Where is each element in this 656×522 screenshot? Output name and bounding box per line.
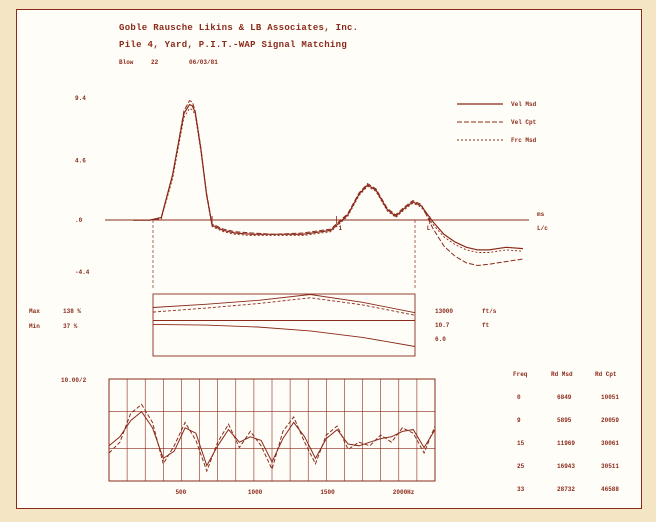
table-cell-2-1: 11969 bbox=[557, 440, 575, 447]
table-cell-2-0: 15 bbox=[517, 440, 525, 447]
right-axis-label-0: ms bbox=[537, 211, 545, 218]
right-value-2: 6.0 bbox=[435, 336, 446, 343]
table-cell-1-1: 5895 bbox=[557, 417, 572, 424]
header-company: Goble Rausche Likins & LB Associates, In… bbox=[119, 23, 358, 33]
y-tick-label-0: 9.4 bbox=[75, 95, 86, 102]
table-cell-1-2: 20059 bbox=[601, 417, 619, 424]
bottom-series-0 bbox=[108, 410, 436, 467]
series-line-0 bbox=[133, 103, 524, 251]
table-cell-2-2: 30061 bbox=[601, 440, 619, 447]
bottom-x-tick-2: 1500 bbox=[320, 489, 335, 496]
table-cell-4-1: 28732 bbox=[557, 486, 575, 493]
header-date: 06/03/81 bbox=[189, 59, 218, 66]
baseline-marker-1: L bbox=[427, 225, 431, 232]
right-unit-0: ft/s bbox=[482, 308, 497, 315]
y-tick-label-3: -4.4 bbox=[75, 269, 90, 276]
table-header-0: Freq bbox=[513, 371, 528, 378]
header-project: Pile 4, Yard, P.I.T.-WAP Signal Matching bbox=[119, 40, 347, 50]
right-unit-1: ft bbox=[482, 322, 490, 329]
right-value-0: 13000 bbox=[435, 308, 453, 315]
left-label-value-1: 37 % bbox=[63, 323, 78, 330]
table-cell-0-2: 10051 bbox=[601, 394, 619, 401]
middle-series-3 bbox=[152, 323, 416, 347]
middle-series-1 bbox=[152, 297, 416, 316]
baseline-marker-0: 1 bbox=[338, 225, 342, 232]
bottom-series-1 bbox=[108, 403, 436, 473]
table-cell-3-1: 16943 bbox=[557, 463, 575, 470]
table-header-1: Rd Msd bbox=[551, 371, 573, 378]
table-cell-4-2: 46588 bbox=[601, 486, 619, 493]
header-blow-number: 22 bbox=[151, 59, 159, 66]
left-label-name-1: Min bbox=[29, 323, 40, 330]
header-blow-label: Blow bbox=[119, 59, 134, 66]
middle-series-0 bbox=[152, 294, 416, 314]
bottom-x-tick-3: 2000Hz bbox=[393, 489, 415, 496]
legend-label-0: Vel Msd bbox=[511, 101, 537, 108]
table-cell-3-2: 30511 bbox=[601, 463, 619, 470]
y-tick-label-1: 4.6 bbox=[75, 157, 86, 164]
table-cell-0-0: 0 bbox=[517, 394, 521, 401]
right-axis-label-1: L/c bbox=[537, 225, 548, 232]
table-header-2: Rd Cpt bbox=[595, 371, 617, 378]
bottom-x-tick-1: 1000 bbox=[248, 489, 263, 496]
frequency-table: Freq Rd Msd Rd Cpt 0 6849 10051 9 5895 20059 15 11… bbox=[513, 371, 619, 493]
table-cell-3-0: 25 bbox=[517, 463, 525, 470]
legend-label-2: Frc Msd bbox=[511, 137, 537, 144]
right-value-1: 10.7 bbox=[435, 322, 450, 329]
table-cell-4-0: 33 bbox=[517, 486, 525, 493]
top-chart: 9.4 4.6 .0 -4.4 ms L/c 1 L Vel Msd Vel Cpt Frc Msd bbox=[75, 95, 548, 290]
series-line-2 bbox=[133, 107, 524, 253]
middle-frame bbox=[152, 293, 416, 357]
series-line-1 bbox=[133, 99, 524, 267]
table-cell-1-0: 9 bbox=[517, 417, 521, 424]
middle-chart: Max 138 % Min 37 % 13000 ft/s 10.7 ft 6.0 bbox=[29, 293, 497, 357]
legend-label-1: Vel Cpt bbox=[511, 119, 537, 126]
bottom-y-label: 10.00/2 bbox=[61, 377, 87, 384]
printout-sheet: Goble Rausche Likins & LB Associates, In… bbox=[16, 9, 642, 509]
y-tick-label-2: .0 bbox=[75, 217, 83, 224]
left-label-value-0: 138 % bbox=[63, 308, 81, 315]
signal-matching-figure: Goble Rausche Likins & LB Associates, In… bbox=[29, 23, 619, 496]
bottom-x-tick-0: 500 bbox=[175, 489, 186, 496]
table-cell-0-1: 6849 bbox=[557, 394, 572, 401]
bottom-chart: 10.00/2 500 1000 1500 2000Hz bbox=[61, 377, 436, 496]
left-label-name-0: Max bbox=[29, 308, 40, 315]
